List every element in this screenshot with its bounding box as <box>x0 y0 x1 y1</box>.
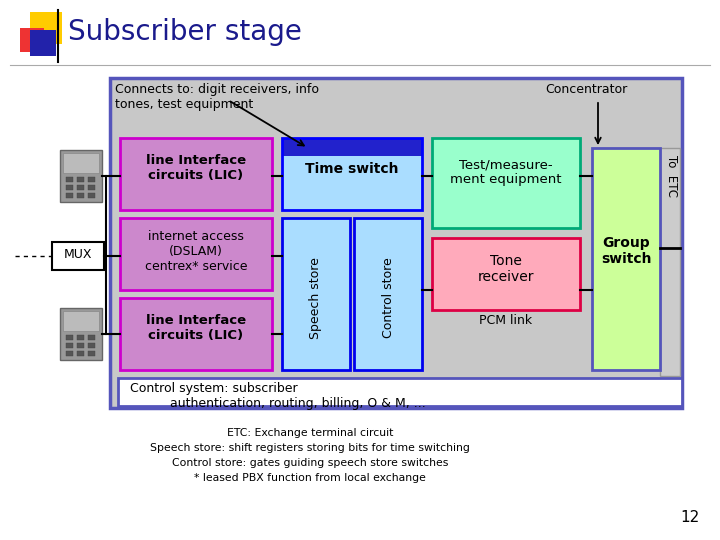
Bar <box>432 238 580 310</box>
Bar <box>66 335 73 340</box>
Bar <box>88 343 95 348</box>
Bar <box>110 78 682 408</box>
Text: PCM link: PCM link <box>480 314 533 327</box>
Text: Subscriber stage: Subscriber stage <box>68 18 302 46</box>
Bar <box>66 351 73 356</box>
Bar <box>66 185 73 190</box>
Text: Tone
receiver: Tone receiver <box>478 254 534 284</box>
Text: Time switch: Time switch <box>305 162 399 176</box>
Text: Connects to: digit receivers, info
tones, test equipment: Connects to: digit receivers, info tones… <box>115 83 319 111</box>
Text: 12: 12 <box>680 510 700 525</box>
Bar <box>30 30 56 56</box>
Bar <box>66 343 73 348</box>
Text: line Interface
circuits (LIC): line Interface circuits (LIC) <box>146 154 246 182</box>
Text: Speech store: shift registers storing bits for time switching: Speech store: shift registers storing bi… <box>150 443 470 453</box>
Bar <box>77 177 84 182</box>
Bar <box>60 150 102 202</box>
Bar <box>77 185 84 190</box>
Bar <box>282 218 350 370</box>
Bar <box>88 177 95 182</box>
Bar <box>660 148 680 376</box>
Text: Control store: Control store <box>382 258 395 339</box>
Bar <box>77 343 84 348</box>
Text: ETC: Exchange terminal circuit: ETC: Exchange terminal circuit <box>227 428 393 438</box>
Text: Test/measure-
ment equipment: Test/measure- ment equipment <box>450 158 562 186</box>
Text: * leased PBX function from local exchange: * leased PBX function from local exchang… <box>194 473 426 483</box>
Bar <box>120 298 272 370</box>
Text: Concentrator: Concentrator <box>545 83 627 96</box>
Bar <box>77 335 84 340</box>
Bar <box>282 138 422 210</box>
Bar <box>30 12 62 44</box>
Bar <box>88 193 95 198</box>
Bar <box>63 153 99 173</box>
Text: Speech store: Speech store <box>310 257 323 339</box>
Bar <box>77 193 84 198</box>
Text: Group
switch: Group switch <box>600 236 652 266</box>
Text: Control store: gates guiding speech store switches: Control store: gates guiding speech stor… <box>172 458 448 468</box>
Bar <box>20 28 44 52</box>
Bar <box>282 138 422 156</box>
Text: line Interface
circuits (LIC): line Interface circuits (LIC) <box>146 314 246 342</box>
Text: MUX: MUX <box>64 248 92 261</box>
Bar <box>432 138 580 228</box>
Bar <box>282 156 422 210</box>
Bar <box>120 218 272 290</box>
Bar <box>77 351 84 356</box>
Text: internet access
(DSLAM)
centrex* service: internet access (DSLAM) centrex* service <box>145 230 247 273</box>
Bar <box>88 335 95 340</box>
Bar <box>66 193 73 198</box>
Bar <box>60 308 102 360</box>
Bar <box>118 378 682 406</box>
Bar <box>52 242 104 270</box>
Bar <box>88 351 95 356</box>
Text: Control system: subscriber
          authentication, routing, billing, O & M, ..: Control system: subscriber authenticatio… <box>130 382 426 410</box>
Bar <box>354 218 422 370</box>
Bar <box>66 177 73 182</box>
Bar <box>592 148 660 370</box>
Bar <box>88 185 95 190</box>
Bar <box>120 138 272 210</box>
Text: To  ETC: To ETC <box>665 155 678 197</box>
Bar <box>63 311 99 331</box>
